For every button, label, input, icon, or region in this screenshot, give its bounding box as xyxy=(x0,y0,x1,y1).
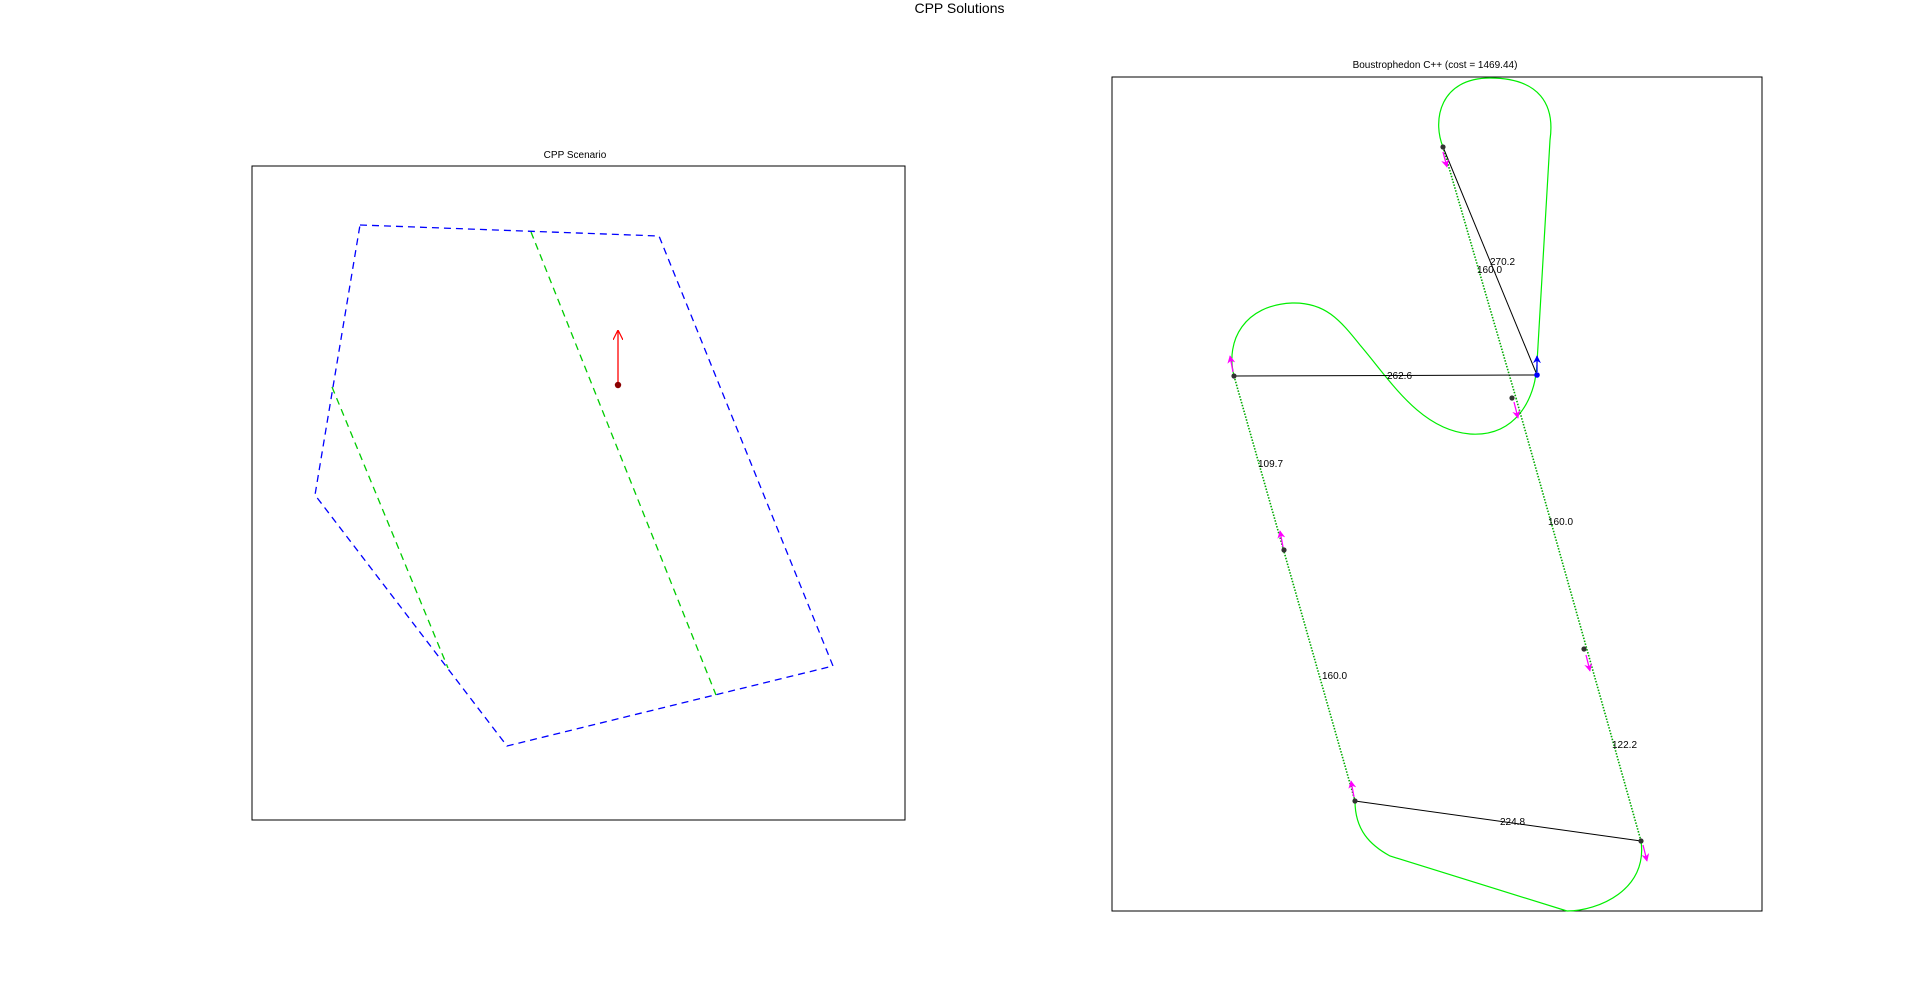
heading-arrow-3 xyxy=(1584,654,1593,672)
path-node xyxy=(1581,646,1587,652)
heading-arrow-6 xyxy=(1277,530,1286,548)
heading-arrow-1 xyxy=(1441,151,1450,168)
dubins-curve-middle-loop xyxy=(1231,302,1538,435)
scenario-axes-frame xyxy=(251,165,906,821)
figure-title: CPP Solutions xyxy=(914,0,1005,16)
path-start-node xyxy=(1534,372,1540,378)
dubins-curve-top-loop xyxy=(1438,77,1552,364)
path-node xyxy=(1638,838,1644,844)
segment-label: 262.6 xyxy=(1387,371,1412,382)
scenario-boundary-polygon xyxy=(314,224,834,747)
segment-label: 122.2 xyxy=(1612,740,1637,751)
transition-segment-bottom xyxy=(1354,800,1642,842)
path-node xyxy=(1509,395,1515,401)
path-node xyxy=(1352,798,1358,804)
solution-axes-title: Boustrophedon C++ (cost = 1469.44) xyxy=(1353,60,1518,71)
segment-label: 224.8 xyxy=(1500,817,1525,828)
path-node xyxy=(1281,547,1287,553)
segment-label: 270.2 xyxy=(1490,257,1515,268)
path-node xyxy=(1440,144,1446,150)
solution-axes-frame xyxy=(1111,76,1763,912)
dubins-curve-bottom-loop xyxy=(1354,800,1643,912)
path-node xyxy=(1231,373,1237,379)
segment-label: 160.0 xyxy=(1477,265,1502,276)
segment-label: 160.0 xyxy=(1322,671,1347,682)
heading-arrow-4 xyxy=(1641,844,1650,862)
scenario-axes-title: CPP Scenario xyxy=(544,150,607,161)
solution-axes: Boustrophedon C++ (cost = 1469.44) xyxy=(1111,60,1763,912)
scenario-start-point xyxy=(614,381,622,389)
heading-arrow-2 xyxy=(1512,401,1521,419)
transition-segment-middle xyxy=(1233,374,1538,377)
scenario-division-line-1 xyxy=(331,386,449,669)
segment-label: 160.0 xyxy=(1548,517,1573,528)
segment-label: 109.7 xyxy=(1258,459,1283,470)
heading-arrow-5 xyxy=(1227,355,1236,373)
scenario-axes: CPP Scenario xyxy=(251,150,906,821)
heading-arrow-7 xyxy=(1348,780,1357,798)
transition-segment-top xyxy=(1442,146,1538,376)
